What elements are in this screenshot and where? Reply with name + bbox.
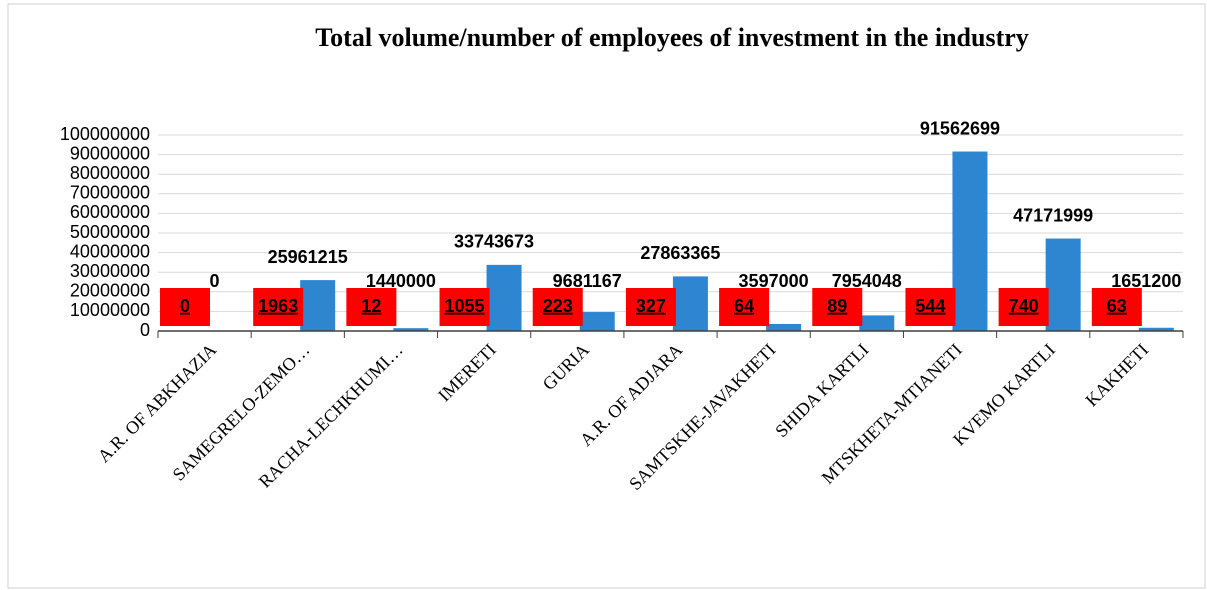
data-label: 327 <box>636 296 666 316</box>
data-label-box <box>812 288 863 326</box>
data-label: 89 <box>827 296 847 316</box>
y-tick-label: 50000000 <box>70 222 150 242</box>
y-tick-label: 70000000 <box>70 183 150 203</box>
bar <box>672 276 708 331</box>
bar <box>1138 327 1174 331</box>
data-label: 3597000 <box>739 271 809 291</box>
y-tick-label: 80000000 <box>70 163 150 183</box>
data-label: 9681167 <box>553 271 622 291</box>
y-tick-label: 10000000 <box>70 300 150 320</box>
data-label: 27863365 <box>640 243 720 263</box>
data-label: 25961215 <box>268 247 348 267</box>
data-label: 63 <box>1107 296 1127 316</box>
bar <box>300 280 336 331</box>
data-label: 0 <box>180 296 190 316</box>
data-label-box <box>532 288 583 326</box>
data-label: 1440000 <box>366 271 436 291</box>
y-tick-label: 20000000 <box>70 281 150 301</box>
data-label: 7954048 <box>832 271 902 291</box>
data-label: 740 <box>1009 296 1039 316</box>
y-tick-label: 90000000 <box>70 143 150 163</box>
y-tick-label: 60000000 <box>70 202 150 222</box>
y-tick-label: 0 <box>140 320 150 340</box>
data-label: 1651200 <box>1111 271 1181 291</box>
y-tick-label: 30000000 <box>70 261 150 281</box>
data-label-box <box>998 288 1049 326</box>
bar <box>952 151 988 331</box>
bar <box>766 323 802 331</box>
y-tick-label: 100000000 <box>60 124 150 144</box>
bar <box>1045 238 1081 331</box>
data-label: 91562699 <box>920 118 1000 138</box>
bar <box>579 312 615 331</box>
chart-title: Total volume/number of employees of inve… <box>315 23 1029 52</box>
data-label-box <box>625 288 676 326</box>
data-label: 33743673 <box>454 232 534 252</box>
bar <box>859 315 895 331</box>
data-label: 223 <box>543 296 573 316</box>
data-label-box <box>439 288 490 326</box>
data-label: 64 <box>734 296 754 316</box>
data-label: 0 <box>209 271 219 291</box>
data-label: 1963 <box>258 296 298 316</box>
data-label: 1055 <box>445 296 485 316</box>
y-tick-label: 40000000 <box>70 241 150 261</box>
data-label-box <box>1091 288 1142 326</box>
data-label-box <box>719 288 770 326</box>
bar <box>393 328 429 331</box>
bar <box>486 264 522 331</box>
data-label-box <box>905 288 956 326</box>
data-label: 12 <box>361 296 381 316</box>
data-label: 47171999 <box>1013 205 1093 225</box>
data-label-box <box>346 288 397 326</box>
data-label: 544 <box>915 296 945 316</box>
data-label-box <box>160 288 210 326</box>
data-label-box <box>253 288 304 326</box>
